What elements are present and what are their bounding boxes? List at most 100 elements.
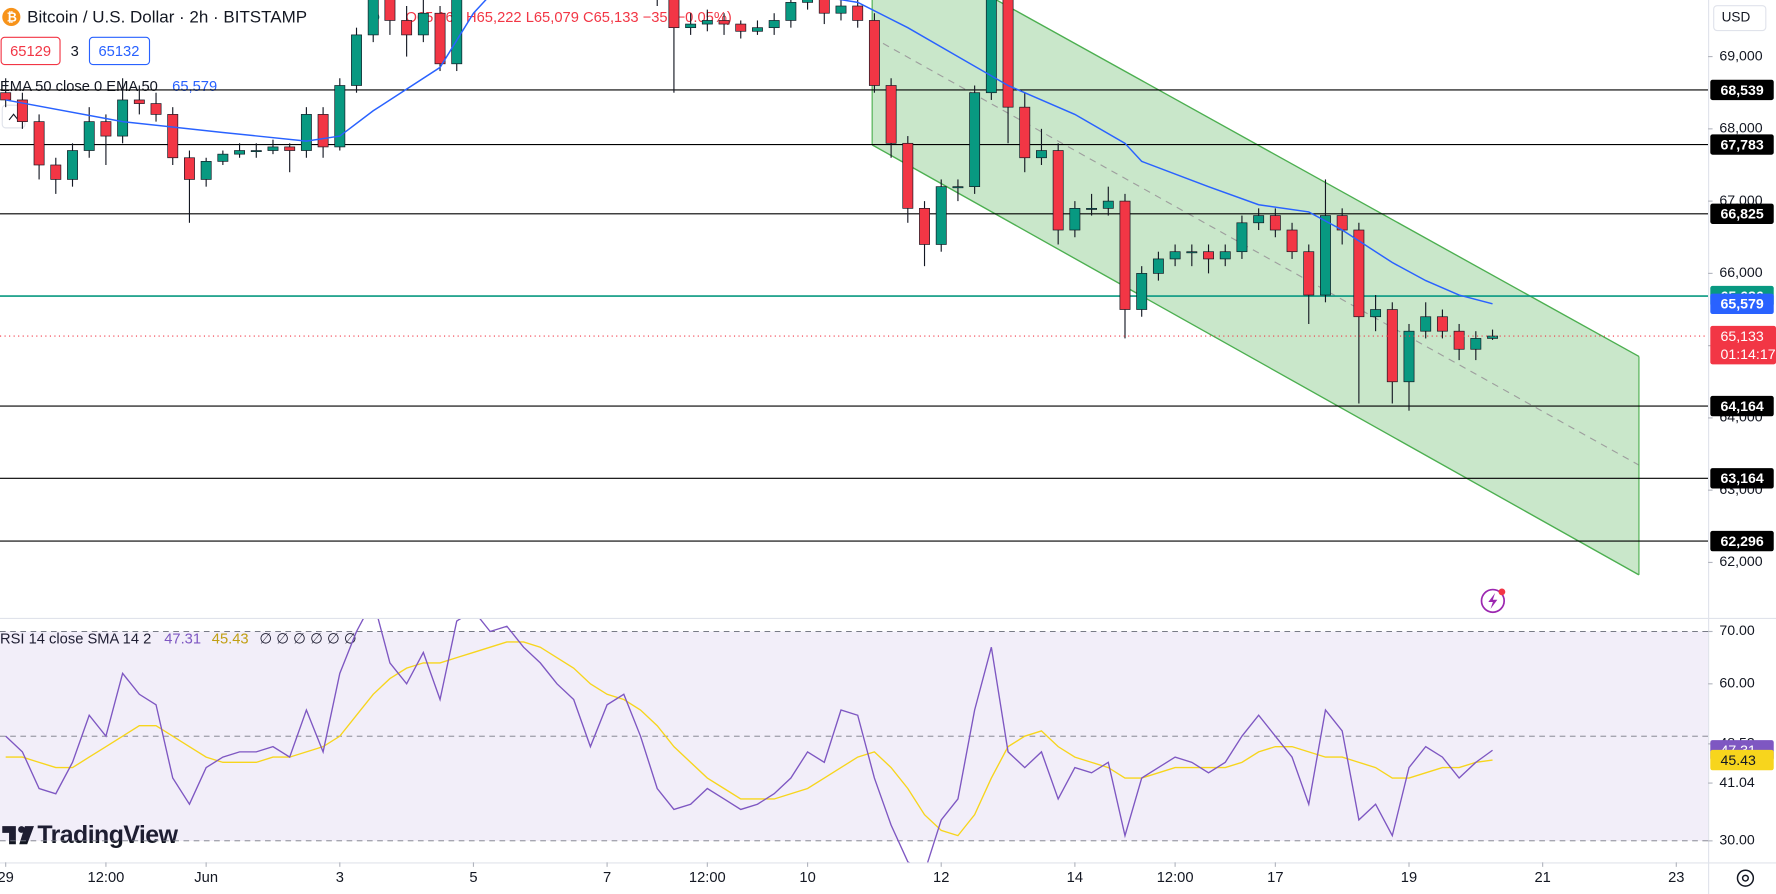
candle-body (284, 146, 296, 151)
candle-body (1036, 150, 1047, 159)
candle-body (919, 208, 930, 245)
candle-body (1436, 316, 1448, 332)
candle-body (117, 99, 129, 137)
channel-fill (872, 0, 1639, 575)
candle-body (1152, 258, 1164, 274)
candle-body (1102, 200, 1114, 209)
channel-mid (871, 36, 1640, 466)
candle-body (752, 27, 763, 32)
ema-badge (1710, 293, 1774, 314)
lightning-glyph (1488, 592, 1498, 609)
candle-body (1119, 200, 1131, 310)
candle-body (685, 23, 697, 29)
candle-body (67, 150, 78, 180)
y-tick-label: 70.00 (1719, 622, 1755, 638)
y-tick-label: 69,000 (1719, 47, 1762, 63)
channel-top (995, 0, 1640, 358)
currency-button[interactable] (1713, 5, 1767, 32)
candle-body (1086, 208, 1098, 210)
candle-body (1320, 215, 1331, 296)
level-badge (1710, 79, 1774, 101)
candle-body (885, 85, 897, 144)
candle-body (1269, 215, 1281, 231)
price-pane (0, 0, 1709, 542)
rsi-legend: RSI 14 close SMA 14 2 (0, 631, 151, 647)
rsi-legend-extras: ∅ ∅ ∅ ∅ ∅ ∅ (259, 631, 356, 647)
level-badge (1710, 530, 1774, 552)
candle-body (1253, 215, 1265, 224)
symbol-title: Bitcoin / U.S. Dollar · 2h · BITSTAMP (27, 8, 307, 27)
notification-dot (1498, 588, 1506, 596)
level-label: 63,164 (1721, 470, 1764, 486)
candle-body (234, 150, 246, 155)
channel (871, 0, 1640, 576)
rsi-badge (1710, 749, 1774, 771)
ema-line (5, 0, 1493, 305)
candle-body (401, 20, 413, 36)
ema-label: 65,579 (1721, 296, 1764, 312)
candle-body (1186, 251, 1198, 254)
rsi-legend-value: 47.31 (164, 631, 201, 647)
candle-body (768, 20, 780, 29)
rsi-band (0, 631, 1709, 841)
level-badge (1710, 203, 1774, 224)
buy-button[interactable] (88, 36, 151, 66)
candle-body (33, 121, 45, 166)
rsi-line (5, 619, 1493, 863)
candle-body (1403, 330, 1415, 383)
settings-icon-center (1741, 874, 1749, 882)
candle-body (701, 20, 713, 25)
logo-text: TradingView (37, 821, 178, 849)
x-tick-label: 7 (603, 870, 611, 886)
currency[interactable]: USD (1722, 10, 1751, 25)
candle-body (16, 99, 28, 122)
x-tick-label: 29 (0, 870, 14, 886)
x-tick-label: 10 (799, 870, 815, 886)
y-tick-label: 41.04 (1719, 774, 1755, 790)
candle-body (150, 103, 162, 115)
y-tick-label: 62,000 (1719, 553, 1762, 569)
x-tick-label: 3 (336, 870, 344, 886)
sma-legend-value: 45.43 (212, 631, 249, 647)
level-badge (1710, 134, 1774, 155)
candle-body (1303, 251, 1315, 296)
candle-body (735, 23, 747, 32)
candle-body (217, 153, 229, 162)
level-badge (1710, 468, 1774, 489)
candle-body (818, 0, 830, 14)
candle-body (83, 121, 95, 151)
candle-body (1002, 0, 1014, 108)
bid[interactable]: 65129 (10, 44, 51, 60)
channel-bottom (871, 144, 1640, 576)
sell-button[interactable] (0, 36, 61, 66)
x-tick-label: 17 (1267, 870, 1283, 886)
candle-body (434, 12, 446, 65)
ema-legend: EMA 50 close 0 EMA 50 (0, 79, 158, 95)
candle-body (167, 114, 179, 159)
ask[interactable]: 65132 (98, 44, 139, 60)
level-label: 67,783 (1721, 136, 1764, 152)
candle-body (935, 186, 947, 245)
x-tick-label: 12:00 (689, 870, 726, 886)
level-badge (1710, 395, 1774, 417)
logo-mark (2, 826, 34, 845)
candle-body (451, 0, 463, 65)
ema-legend-value: 65,579 (172, 79, 217, 95)
x-tick-label: 5 (469, 870, 477, 886)
x-tick-label: 23 (1668, 870, 1684, 886)
collapse-icon (8, 113, 19, 121)
level-label: 66,825 (1721, 206, 1764, 222)
candle-body (367, 0, 379, 36)
candle-body (969, 92, 981, 188)
candle-body (133, 99, 145, 104)
last-price-badge (1710, 325, 1776, 365)
level-label: 62,296 (1721, 533, 1764, 549)
settings-icon[interactable] (1736, 869, 1755, 887)
candle-body (952, 186, 964, 189)
candle-body (100, 121, 112, 137)
x-tick-label: Jun (194, 870, 218, 886)
y-tick-label: 60.00 (1719, 675, 1755, 691)
